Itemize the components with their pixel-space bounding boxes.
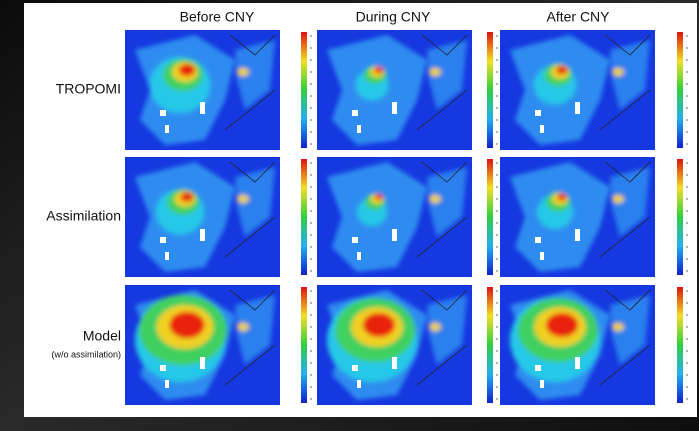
map-panel — [317, 285, 472, 405]
hi — [612, 195, 624, 203]
peak — [169, 312, 204, 338]
map-panel — [317, 30, 472, 150]
colorbar — [301, 287, 307, 403]
hi — [237, 323, 249, 331]
hi — [612, 68, 624, 76]
figure: Before CNY During CNY After CNY TROPOMI Assi… — [0, 0, 699, 431]
colorbar — [301, 159, 307, 275]
hi — [429, 323, 441, 331]
map-panel — [500, 285, 655, 405]
hi — [237, 195, 249, 203]
column-title: After CNY — [546, 9, 610, 25]
row-sublabel: (w/o assimilation) — [51, 349, 121, 359]
peak — [179, 64, 195, 76]
colorbar — [677, 32, 683, 148]
peak — [375, 194, 383, 200]
colorbar — [487, 287, 493, 403]
colorbar — [677, 159, 683, 275]
hi — [612, 323, 624, 331]
colorbar — [677, 287, 683, 403]
peak — [363, 313, 395, 337]
colorbar — [487, 159, 493, 275]
hi — [237, 68, 249, 76]
map-panel — [500, 30, 655, 150]
hi — [429, 195, 441, 203]
column-title: Before CNY — [180, 9, 255, 25]
map-panel — [500, 157, 655, 277]
colorbar — [301, 32, 307, 148]
row-label: Assimilation — [46, 208, 121, 224]
column-title: During CNY — [356, 9, 431, 25]
peak — [546, 313, 578, 337]
map-panel — [125, 157, 280, 277]
map-panel — [125, 285, 280, 405]
row-label: Model — [83, 328, 121, 344]
peak — [181, 192, 194, 202]
row-label: TROPOMI — [56, 81, 121, 97]
peak — [556, 66, 567, 74]
map-panel — [125, 30, 280, 150]
peak — [375, 67, 384, 74]
peak — [557, 193, 567, 200]
page: Before CNY During CNY After CNY TROPOMI Assi… — [0, 0, 699, 431]
colorbar — [487, 32, 493, 148]
hi — [429, 68, 441, 76]
map-panel — [317, 157, 472, 277]
